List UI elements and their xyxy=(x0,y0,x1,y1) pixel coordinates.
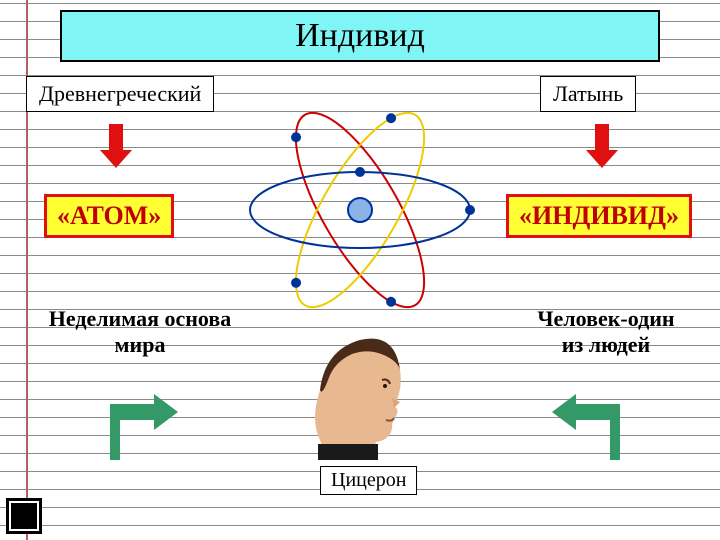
right-description: Человек-один из людей xyxy=(506,280,706,358)
right-language-box: Латынь xyxy=(540,76,636,112)
bent-arrow-left xyxy=(110,390,190,470)
right-language-text: Латынь xyxy=(553,81,623,106)
right-term-text: «ИНДИВИД» xyxy=(519,201,679,230)
right-description-text: Человек-один из людей xyxy=(537,306,674,357)
atom-diagram xyxy=(230,90,490,330)
arrow-down-left xyxy=(100,124,132,168)
left-language-text: Древнегреческий xyxy=(39,81,201,106)
arrow-down-right xyxy=(586,124,618,168)
left-language-box: Древнегреческий xyxy=(26,76,214,112)
title-text: Индивид xyxy=(295,17,425,55)
cicero-head-icon xyxy=(300,320,420,460)
cicero-label-box: Цицерон xyxy=(320,466,417,495)
cicero-label-text: Цицерон xyxy=(331,469,406,491)
title-box: Индивид xyxy=(60,10,660,62)
left-term-box: «АТОМ» xyxy=(44,194,174,238)
left-description: Неделимая основа мира xyxy=(30,280,250,358)
right-term-box: «ИНДИВИД» xyxy=(506,194,692,238)
corner-decoration xyxy=(6,498,42,534)
left-term-text: «АТОМ» xyxy=(57,201,161,230)
left-description-text: Неделимая основа мира xyxy=(49,306,232,357)
bent-arrow-right xyxy=(540,390,620,470)
